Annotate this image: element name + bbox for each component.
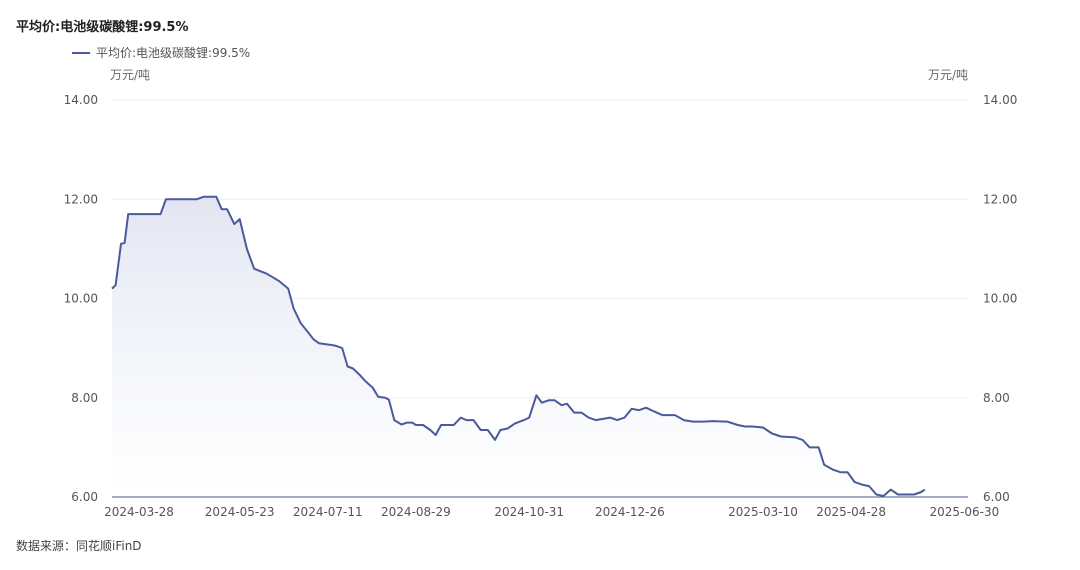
y-tick-label-right: 6.00 bbox=[983, 490, 1010, 504]
series-line bbox=[111, 195, 926, 497]
x-tick-label: 2025-04-28 bbox=[816, 505, 886, 519]
legend-label: 平均价:电池级碳酸锂:99.5% bbox=[96, 46, 251, 60]
y-tick-label-right: 8.00 bbox=[983, 391, 1010, 405]
y-axis-unit-left: 万元/吨 bbox=[110, 68, 150, 82]
y-tick-label-left: 8.00 bbox=[71, 391, 98, 405]
y-tick-label-right: 10.00 bbox=[983, 292, 1017, 306]
x-tick-label: 2024-05-23 bbox=[205, 505, 275, 519]
legend[interactable]: 平均价:电池级碳酸锂:99.5% bbox=[72, 44, 250, 61]
x-tick-label: 2025-06-30 bbox=[930, 505, 1000, 519]
x-tick-label: 2024-03-28 bbox=[104, 505, 174, 519]
y-tick-label-left: 10.00 bbox=[64, 292, 98, 306]
y-tick-label-left: 6.00 bbox=[71, 490, 98, 504]
x-tick-label: 2024-08-29 bbox=[381, 505, 451, 519]
x-tick-label: 2024-07-11 bbox=[293, 505, 363, 519]
chart-title: 平均价:电池级碳酸锂:99.5% bbox=[16, 20, 189, 35]
x-tick-label: 2025-03-10 bbox=[728, 505, 798, 519]
x-tick-label: 2024-12-26 bbox=[595, 505, 665, 519]
y-axis-unit-right: 万元/吨 bbox=[928, 68, 968, 82]
data-source-note: 数据来源：同花顺iFinD bbox=[16, 539, 142, 553]
x-tick-label: 2024-10-31 bbox=[494, 505, 564, 519]
y-tick-label-right: 12.00 bbox=[983, 192, 1017, 206]
y-tick-label-left: 14.00 bbox=[64, 93, 98, 107]
series-area bbox=[112, 196, 925, 498]
y-tick-label-left: 12.00 bbox=[64, 192, 98, 206]
y-tick-label-right: 14.00 bbox=[983, 93, 1017, 107]
legend-swatch bbox=[72, 51, 90, 54]
